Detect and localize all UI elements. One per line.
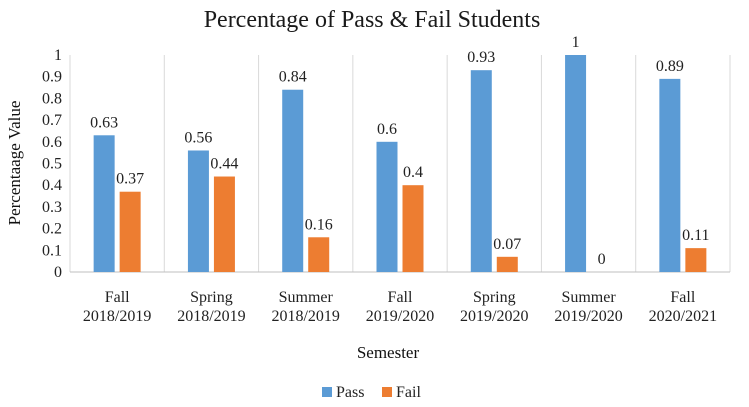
- bar-fail: [685, 248, 707, 272]
- bar-pass: [93, 135, 115, 272]
- data-label-pass: 0.89: [656, 58, 684, 75]
- x-category-label: Summer: [561, 289, 616, 306]
- y-tick-label: 0.6: [42, 134, 62, 151]
- x-axis-title: Semester: [357, 343, 420, 362]
- bar-pass: [282, 89, 304, 272]
- chart-title: Percentage of Pass & Fail Students: [204, 7, 541, 33]
- data-label-pass: 0.56: [184, 129, 212, 146]
- bar-pass: [187, 150, 209, 272]
- bar-pass: [659, 78, 681, 273]
- x-category-label: 2019/2020: [554, 308, 622, 325]
- x-category-label: Spring: [473, 289, 516, 306]
- data-label-pass: 1: [572, 34, 580, 51]
- data-label-fail: 0.11: [682, 227, 709, 244]
- x-category-label: Summer: [279, 289, 334, 306]
- data-label-fail: 0.16: [305, 216, 333, 233]
- y-tick-label: 0.8: [42, 90, 62, 107]
- x-category-label: Fall: [670, 289, 695, 306]
- bar-fail: [213, 176, 235, 272]
- legend-swatch-fail: [382, 387, 392, 397]
- bar-pass: [565, 55, 587, 272]
- data-label-fail: 0.07: [493, 236, 521, 253]
- bar-fail: [496, 256, 518, 272]
- x-category-label: Fall: [388, 289, 413, 306]
- x-category-label: 2019/2020: [460, 308, 528, 325]
- x-category-label: 2019/2020: [366, 308, 434, 325]
- y-tick-label: 0.2: [42, 221, 62, 238]
- bar-pass: [376, 141, 398, 272]
- x-category-label: 2018/2019: [83, 308, 151, 325]
- data-label-pass: 0.84: [279, 69, 307, 86]
- data-label-fail: 0: [598, 251, 606, 268]
- y-tick-label: 0.4: [42, 177, 62, 194]
- legend-label-pass: Pass: [336, 384, 364, 401]
- y-tick-label: 0: [54, 264, 62, 281]
- y-tick-label: 0.7: [42, 112, 62, 129]
- legend: Pass Fail: [322, 384, 421, 401]
- data-label-pass: 0.93: [467, 49, 495, 66]
- data-label-fail: 0.37: [116, 171, 144, 188]
- data-label-pass: 0.6: [377, 121, 397, 138]
- data-label-pass: 0.63: [90, 114, 118, 131]
- y-tick-label: 0.1: [42, 242, 62, 259]
- y-tick-label: 0.5: [42, 156, 62, 173]
- x-category-label: 2018/2019: [271, 308, 339, 325]
- bar-fail: [119, 191, 141, 272]
- x-category-label: 2020/2021: [649, 308, 717, 325]
- x-category-label: Fall: [105, 289, 130, 306]
- y-axis-title: Percentaage Value: [5, 101, 24, 226]
- legend-label-fail: Fail: [396, 384, 421, 401]
- y-tick-label: 1: [54, 47, 62, 64]
- x-category-label: 2018/2019: [177, 308, 245, 325]
- y-axis-ticks: 0 0.1 0.2 0.3 0.4 0.5 0.6 0.7 0.8 0.9 1: [42, 47, 62, 281]
- y-tick-label: 0.3: [42, 199, 62, 216]
- data-label-fail: 0.4: [403, 164, 423, 181]
- data-labels: 0.63 0.56 0.84 0.6 0.93 1 0.89 0.37 0.44 0.16 0.4 0…: [90, 34, 709, 268]
- bar-fail: [308, 237, 330, 272]
- legend-swatch-pass: [322, 387, 332, 397]
- bars: [93, 55, 707, 273]
- x-category-label: Spring: [190, 289, 233, 306]
- plot-grid: [69, 55, 731, 273]
- data-label-fail: 0.44: [210, 156, 238, 173]
- bar-pass: [470, 70, 492, 272]
- x-axis-categories: Fall 2018/2019 Spring 2018/2019 Summer 2018/2…: [83, 289, 717, 325]
- bar-fail: [402, 185, 424, 272]
- y-tick-label: 0.9: [42, 69, 62, 86]
